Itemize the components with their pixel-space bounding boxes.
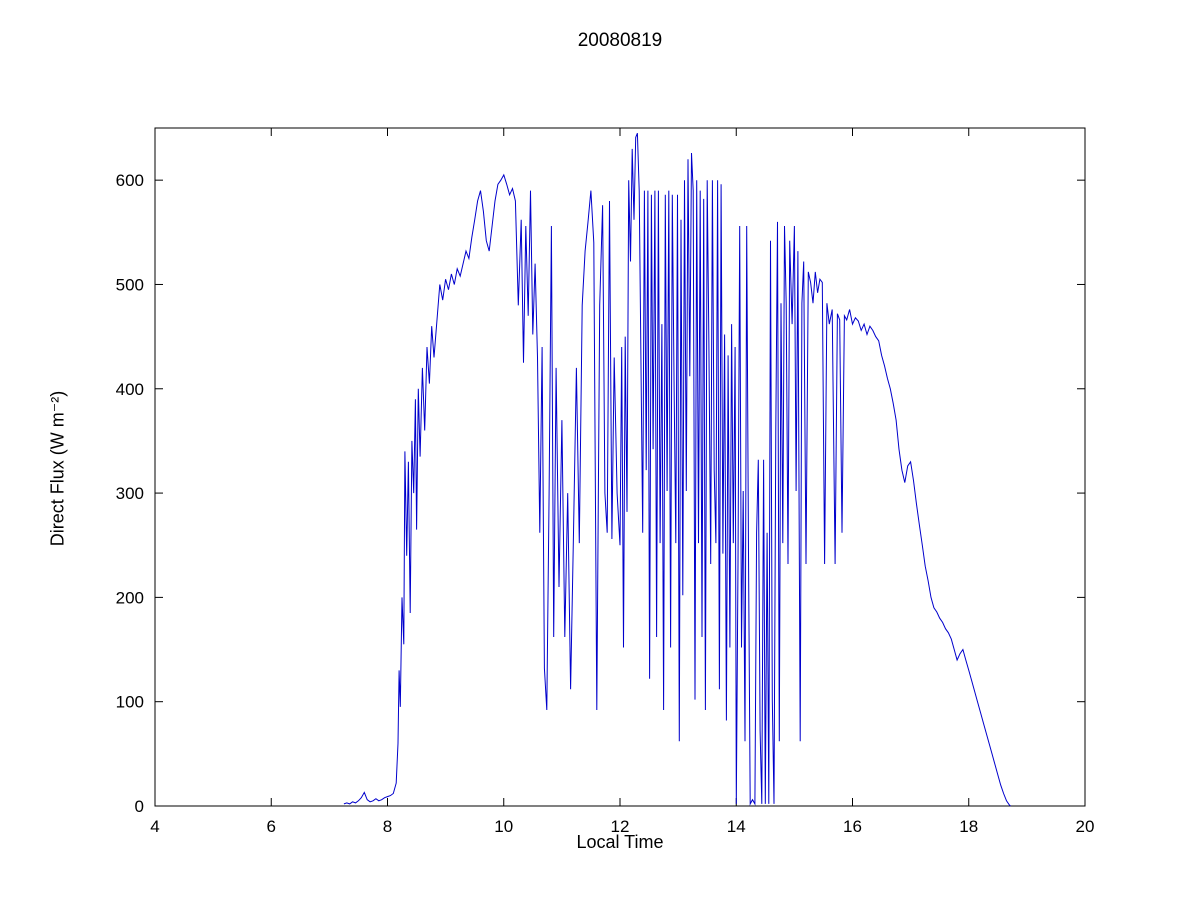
x-tick-label: 16 (843, 817, 862, 836)
y-axis-label: Direct Flux (W m⁻²) (47, 390, 68, 547)
chart-title: 20080819 (577, 30, 663, 51)
y-tick-label: 500 (116, 275, 144, 294)
y-tick-label: 600 (116, 171, 144, 190)
y-tick-label: 400 (116, 380, 144, 399)
x-tick-label: 18 (959, 817, 978, 836)
y-tick-label: 300 (116, 484, 144, 503)
x-tick-label: 12 (611, 817, 630, 836)
x-tick-label: 8 (383, 817, 392, 836)
x-tick-label: 4 (150, 817, 159, 836)
axes-frame (154, 127, 1086, 807)
y-tick-label: 100 (116, 693, 144, 712)
x-tick-label: 10 (494, 817, 513, 836)
x-tick-label: 14 (727, 817, 746, 836)
y-tick-label: 200 (116, 588, 144, 607)
x-tick-label: 20 (1076, 817, 1095, 836)
x-axis-label: Local Time (576, 832, 664, 852)
flux-line (343, 133, 1011, 807)
x-tick-label: 6 (267, 817, 276, 836)
y-tick-label: 0 (135, 797, 144, 816)
